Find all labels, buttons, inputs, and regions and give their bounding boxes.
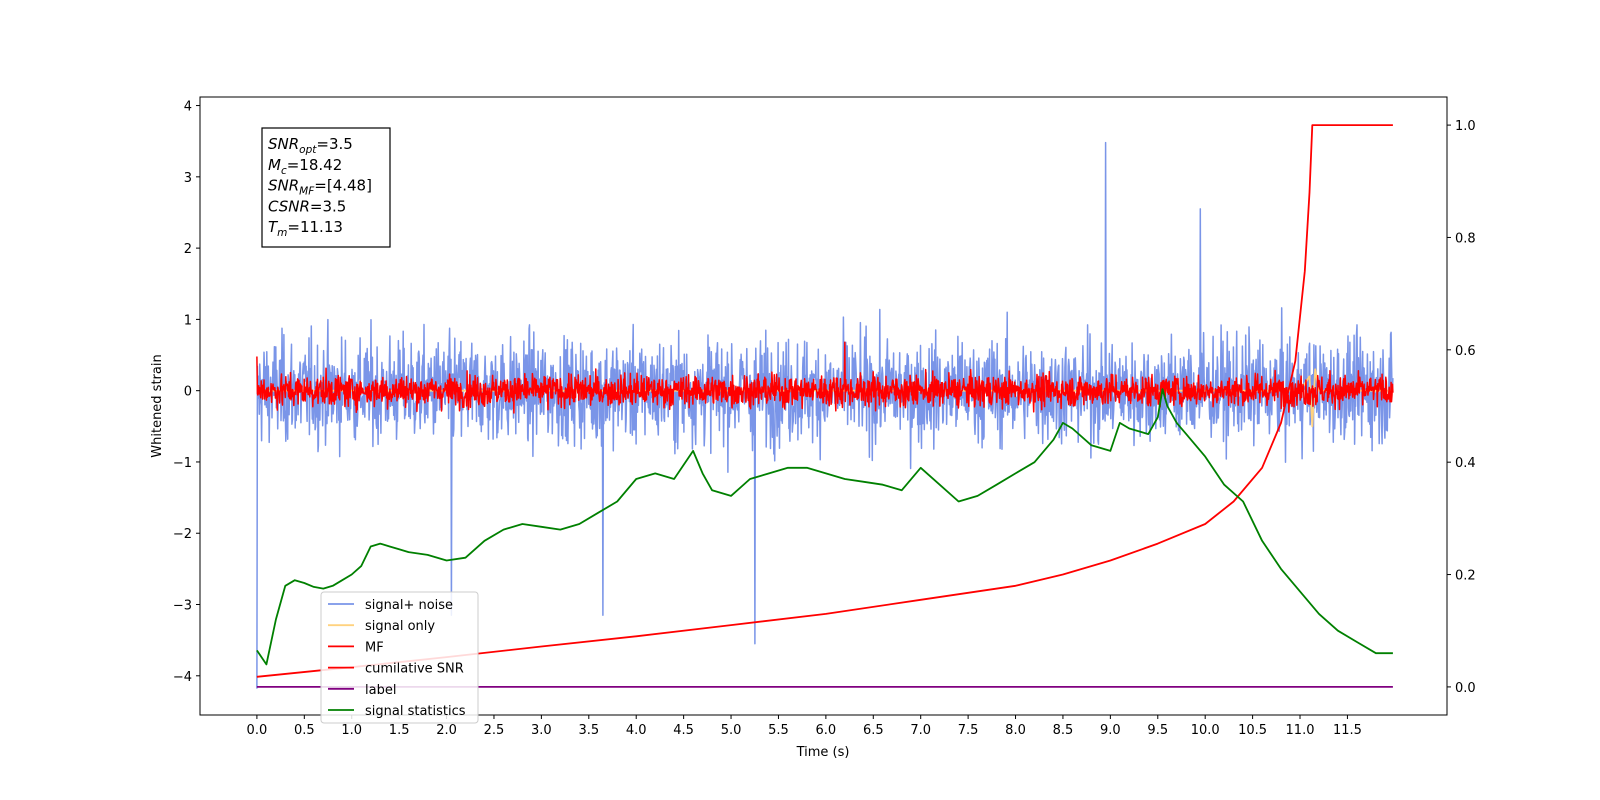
x-tick-label: 1.0 <box>341 723 362 738</box>
annotation-line: Tm=11.13 <box>268 218 343 239</box>
y2-tick-label: 0.8 <box>1455 231 1476 246</box>
series-line-signal-noise <box>256 141 1394 689</box>
x-axis: 0.0 0.5 1.0 1.5 2.0 2.5 3.0 3.5 4.0 4.5 5.0 5.5 6.0 6… <box>247 715 1362 738</box>
series-line-signal-statistics <box>256 388 1393 666</box>
plot-frame <box>199 96 1448 716</box>
series-layer <box>256 124 1394 689</box>
x-tick-label: 3.0 <box>531 723 552 738</box>
y-tick-label: −3 <box>173 599 192 614</box>
x-tick-label: 5.0 <box>721 723 742 738</box>
x-tick-label: 5.5 <box>768 723 789 738</box>
x-tick-label: 10.0 <box>1191 723 1220 738</box>
legend-label: cumilative SNR <box>365 662 464 677</box>
legend-frame <box>320 591 479 724</box>
annotation-line: SNRopt=3.5 <box>268 135 353 156</box>
x-tick-label: 1.5 <box>389 723 410 738</box>
x-tick-label: 7.0 <box>910 723 931 738</box>
x-tick-label: 3.5 <box>578 723 599 738</box>
legend-label: signal only <box>365 619 435 634</box>
legend-label: label <box>365 683 396 698</box>
x-tick-label: 8.5 <box>1053 723 1074 738</box>
y-axis-right: 1.0 0.8 0.6 0.4 0.2 0.0 <box>1447 119 1476 696</box>
y-tick-label: 3 <box>184 171 192 186</box>
y-tick-label: 0 <box>184 385 192 400</box>
x-tick-label: 4.5 <box>673 723 694 738</box>
legend: signal+ noise signal only MF cumilative SNR… <box>320 591 479 724</box>
x-tick-label: 2.0 <box>436 723 457 738</box>
y-tick-label: −2 <box>173 527 192 542</box>
annotation-frame <box>261 127 391 248</box>
x-tick-label: 0.0 <box>247 723 268 738</box>
legend-label: MF <box>365 640 384 655</box>
y-axis-left: 4 3 2 1 0 −1 −2 −3 −4 <box>173 100 200 685</box>
x-tick-label: 11.0 <box>1286 723 1315 738</box>
x-tick-label: 6.0 <box>816 723 837 738</box>
y-tick-label: 4 <box>184 100 192 115</box>
y-tick-label: 2 <box>184 242 192 257</box>
x-tick-label: 0.5 <box>294 723 315 738</box>
y-tick-label: −1 <box>173 456 192 471</box>
y2-tick-label: 1.0 <box>1455 119 1476 134</box>
x-tick-label: 2.5 <box>484 723 505 738</box>
annotation-line: SNRMF=[4.48] <box>268 177 372 198</box>
y2-tick-label: 0.0 <box>1455 681 1476 696</box>
legend-label: signal statistics <box>365 704 466 719</box>
legend-label: signal+ noise <box>365 598 453 613</box>
series-line-mf <box>256 341 1394 414</box>
x-axis-label: Time (s) <box>796 745 850 760</box>
y-tick-label: −4 <box>173 670 192 685</box>
x-tick-label: 11.5 <box>1333 723 1362 738</box>
x-tick-label: 7.5 <box>958 723 979 738</box>
y2-tick-label: 0.2 <box>1455 569 1476 584</box>
annotation-line: Mc=18.42 <box>268 156 342 177</box>
x-tick-label: 9.5 <box>1147 723 1168 738</box>
series-line-cumilative-snr <box>256 124 1393 678</box>
x-tick-label: 9.0 <box>1100 723 1121 738</box>
y2-tick-label: 0.6 <box>1455 344 1476 359</box>
y-tick-label: 1 <box>184 313 192 328</box>
x-tick-label: 10.5 <box>1238 723 1267 738</box>
y-axis-label: Whitened strain <box>150 354 165 457</box>
annotation-line: CSNR=3.5 <box>268 197 346 215</box>
x-tick-label: 4.0 <box>626 723 647 738</box>
x-tick-label: 6.5 <box>863 723 884 738</box>
y2-tick-label: 0.4 <box>1455 456 1476 471</box>
x-tick-label: 8.0 <box>1005 723 1026 738</box>
